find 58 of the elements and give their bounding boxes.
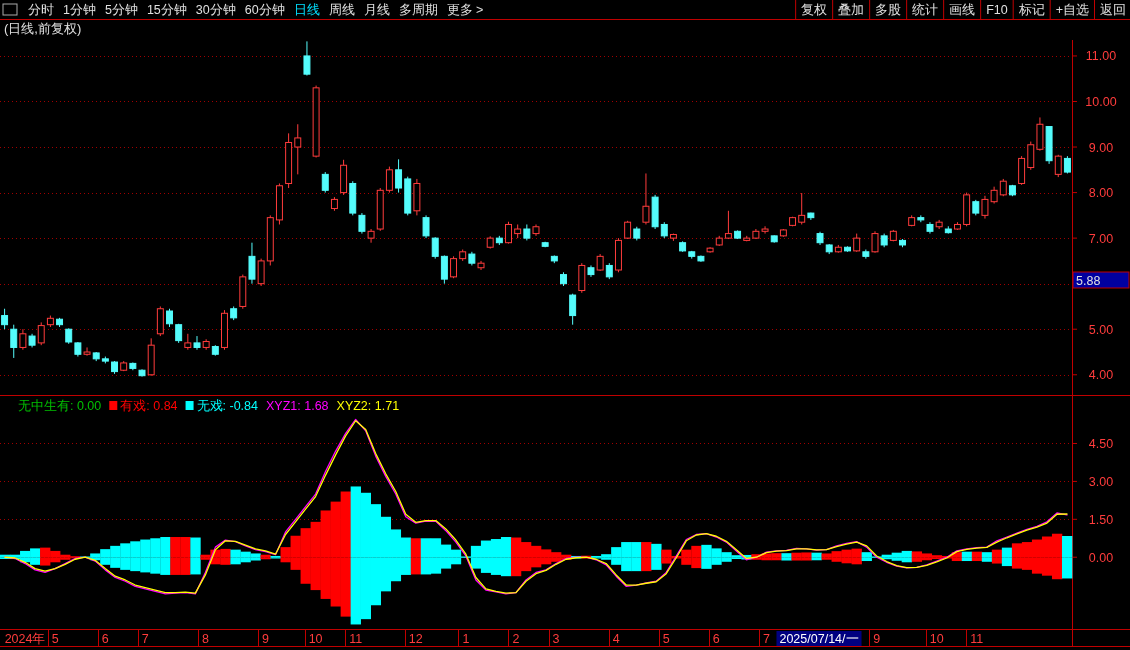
text: 画线 bbox=[949, 3, 976, 17]
text: 复权 bbox=[801, 3, 828, 17]
y-tick-label: 4.00 bbox=[1088, 368, 1114, 383]
text: 日线 bbox=[293, 3, 320, 17]
x-tick-label: 2024年 bbox=[4, 632, 46, 646]
series-label: XYZ2: 1.71 bbox=[336, 399, 400, 413]
annotation: 无中生有: 0.00 bbox=[18, 399, 102, 413]
y-tick-label: 9.00 bbox=[1088, 140, 1114, 155]
text: 多周期 bbox=[398, 3, 438, 17]
text: 标记 bbox=[1017, 3, 1045, 17]
x-tick-label: 5 bbox=[662, 632, 670, 646]
text: 1分钟 bbox=[63, 3, 96, 17]
x-tick-label: 5 bbox=[51, 632, 59, 646]
y-tick-label: 0.00 bbox=[1088, 550, 1114, 565]
text: +自选 bbox=[1055, 3, 1089, 17]
text: 2025/07/14/一 bbox=[779, 632, 859, 646]
y-tick-label: 4.50 bbox=[1088, 436, 1114, 451]
x-tick-label: 4 bbox=[612, 632, 620, 646]
legend-label: 无戏: -0.84 bbox=[196, 399, 259, 413]
x-tick-label: 9 bbox=[262, 632, 270, 646]
x-tick-label: 1 bbox=[462, 632, 470, 646]
text: 返回 bbox=[1100, 3, 1126, 17]
legend-label: 有戏: 0.84 bbox=[120, 399, 178, 413]
y-tick-label: 1.50 bbox=[1088, 512, 1114, 527]
x-tick-label: 3 bbox=[552, 632, 560, 646]
chart-title: (日线,前复权) bbox=[4, 21, 82, 36]
text: 15分钟 bbox=[146, 3, 187, 17]
text: 叠加 bbox=[838, 3, 865, 17]
x-tick-label: 11 bbox=[349, 632, 363, 646]
text: 60分钟 bbox=[244, 3, 285, 17]
text: 周线 bbox=[328, 3, 355, 17]
x-tick-label: 11 bbox=[970, 632, 984, 646]
text: F10 bbox=[986, 3, 1008, 17]
y-tick-label: 11.00 bbox=[1085, 49, 1117, 64]
x-tick-label: 6 bbox=[101, 632, 109, 646]
y-tick-label: 10.00 bbox=[1085, 94, 1117, 109]
text: 5分钟 bbox=[104, 3, 138, 17]
text: 更多 > bbox=[446, 3, 484, 17]
x-tick-label: 10 bbox=[308, 632, 323, 646]
x-tick-label: 9 bbox=[873, 632, 881, 646]
x-tick-label: 8 bbox=[201, 632, 209, 646]
text: 分时 bbox=[28, 3, 54, 17]
text: 多股 bbox=[875, 3, 902, 17]
text: 5.88 bbox=[1076, 273, 1101, 288]
x-tick-label: 10 bbox=[929, 632, 944, 646]
text: 统计 bbox=[912, 3, 939, 17]
x-tick-label: 12 bbox=[408, 632, 423, 646]
y-tick-label: 5.00 bbox=[1088, 322, 1114, 337]
text: 月线 bbox=[363, 3, 390, 17]
text: XYZ1: 1.68 bbox=[266, 399, 329, 413]
x-tick-label: 7 bbox=[141, 632, 149, 646]
x-tick-label: 2 bbox=[512, 632, 520, 646]
x-tick-label: 7 bbox=[762, 632, 770, 646]
y-tick-label: 7.00 bbox=[1088, 231, 1114, 246]
x-tick-label: 6 bbox=[712, 632, 720, 646]
y-tick-label: 3.00 bbox=[1088, 474, 1114, 489]
text: 30分钟 bbox=[195, 3, 236, 17]
y-tick-label: 8.00 bbox=[1088, 186, 1114, 201]
